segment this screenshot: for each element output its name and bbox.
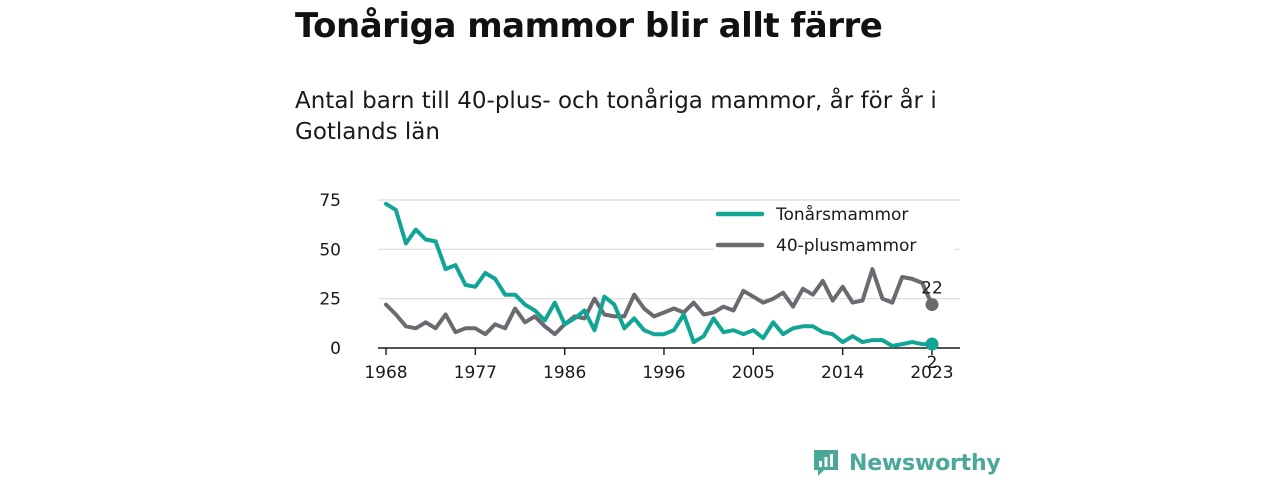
newsworthy-logo-icon [814, 450, 838, 476]
end-point-marker [925, 298, 939, 312]
legend-label: Tonårsmammor [775, 204, 908, 225]
legend-label: 40-plusmammor [776, 236, 916, 256]
end-value-label: 22 [921, 279, 943, 299]
brand-name: Newsworthy [849, 450, 1001, 476]
x-tick-label: 2014 [821, 363, 864, 383]
y-tick-label: 25 [319, 290, 341, 310]
y-tick-label: 0 [330, 339, 341, 359]
y-tick-label: 50 [319, 240, 341, 260]
chart-subtitle: Antal barn till 40-plus- och tonåriga ma… [295, 88, 937, 145]
x-tick-label: 1968 [364, 363, 407, 383]
end-point-marker [925, 337, 939, 351]
brand-logo: Newsworthy [812, 445, 1001, 480]
x-tick-label: 1996 [642, 363, 685, 383]
end-value-label: 2 [927, 353, 938, 373]
series-line-ton-rsmammor [384, 201, 934, 348]
x-tick-label: 2023 [910, 363, 953, 383]
x-tick-label: 1986 [543, 363, 586, 383]
x-tick-label: 1977 [454, 363, 497, 383]
y-tick-label: 75 [319, 191, 341, 211]
x-tick-label: 2005 [732, 363, 775, 383]
page-title: Tonåriga mammor blir allt färre [295, 6, 883, 46]
series-line-40-plusmammor [384, 267, 934, 337]
